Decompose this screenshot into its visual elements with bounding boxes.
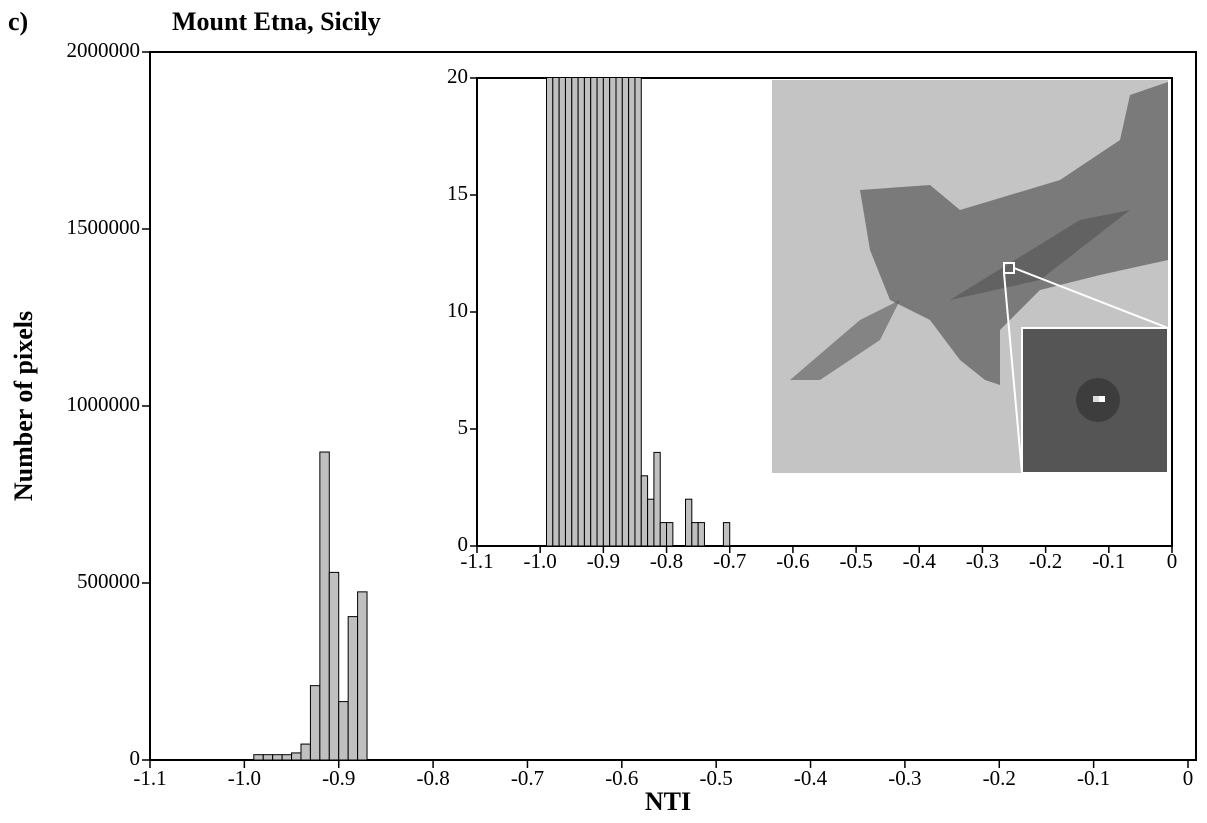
x-tick-label: -0.4: [794, 766, 828, 790]
x-tick-label: -0.1: [1077, 766, 1110, 790]
bar: [558, 78, 566, 546]
x-tick-label: -0.6: [776, 549, 809, 573]
bar: [552, 78, 560, 546]
y-tick-label: 500000: [77, 569, 140, 593]
bar: [590, 78, 598, 546]
bar: [621, 78, 630, 546]
volcano-region: [860, 82, 1168, 385]
bar: [357, 591, 368, 761]
bar: [338, 701, 349, 761]
y-tick-label: 1000000: [67, 392, 141, 416]
y-tick-label: 15: [447, 181, 468, 205]
bar: [546, 78, 554, 546]
x-tick-label: -0.5: [700, 766, 733, 790]
x-tick-label: -1.1: [460, 549, 493, 573]
bar: [596, 78, 604, 546]
x-tick-label: -0.9: [322, 766, 355, 790]
bar: [691, 522, 699, 546]
y-tick-label: 10: [447, 298, 468, 322]
bar: [634, 78, 642, 546]
bar: [309, 685, 321, 761]
bar: [697, 522, 705, 546]
bar: [647, 498, 655, 546]
y-tick-label: 0: [458, 532, 469, 556]
bar: [262, 754, 274, 761]
x-tick-label: -0.8: [650, 549, 683, 573]
satellite-image: [772, 80, 1169, 474]
bar: [328, 571, 340, 761]
bar: [685, 498, 693, 546]
y-tick-label: 0: [130, 746, 141, 770]
hotspot-pixel: [1099, 396, 1105, 402]
x-tick-label: -1.1: [133, 766, 166, 790]
zoom-line: [1003, 272, 1023, 474]
y-tick-label: 5: [458, 415, 469, 439]
bar: [583, 78, 592, 546]
bars: [253, 451, 368, 761]
x-tick-label: -0.8: [416, 766, 449, 790]
bar: [347, 616, 359, 761]
bar: [564, 78, 573, 546]
bar: [577, 78, 585, 546]
bars: [546, 78, 731, 546]
y-tick-label: 1500000: [67, 215, 141, 239]
cloud-shadow: [950, 210, 1130, 300]
bar: [666, 522, 674, 546]
x-tick-label: -1.0: [524, 549, 557, 573]
x-tick-label: -0.7: [511, 766, 544, 790]
bar: [300, 743, 311, 761]
y-tick-label: 2000000: [67, 38, 141, 62]
x-axis-label: NTI: [645, 787, 691, 816]
x-tick-label: -0.2: [1029, 549, 1062, 573]
bar: [281, 754, 293, 761]
zoom-line: [1013, 267, 1169, 329]
bar: [640, 475, 649, 546]
bar: [272, 754, 283, 761]
x-tick-label: -1.0: [228, 766, 261, 790]
bar: [571, 78, 579, 546]
x-tick-label: -0.3: [966, 549, 999, 573]
x-tick-label: -0.1: [1092, 549, 1125, 573]
x-tick-label: 0: [1183, 766, 1194, 790]
x-tick-label: -0.9: [587, 549, 620, 573]
bar: [722, 522, 731, 546]
bar: [602, 78, 611, 546]
x-tick-label: -0.6: [605, 766, 638, 790]
bar: [319, 451, 330, 761]
bar: [291, 752, 302, 761]
bar: [659, 522, 668, 546]
bar: [615, 78, 623, 546]
bar: [253, 754, 264, 761]
hotspot-pixel: [1093, 396, 1099, 402]
x-tick-label: -0.3: [888, 766, 921, 790]
chart-title: Mount Etna, Sicily: [172, 7, 381, 36]
y-axis-label: Number of pixels: [9, 311, 38, 501]
cloud-shadow: [790, 300, 900, 380]
x-tick-label: -0.2: [983, 766, 1016, 790]
y-tick-label: 20: [447, 64, 468, 88]
panel-label: c): [8, 7, 28, 36]
x-tick-label: -0.4: [903, 549, 937, 573]
x-tick-label: 0: [1167, 549, 1178, 573]
x-tick-label: -0.5: [839, 549, 872, 573]
bar: [609, 78, 617, 546]
bar: [653, 451, 661, 546]
x-tick-label: -0.7: [713, 549, 746, 573]
bar: [628, 78, 636, 546]
